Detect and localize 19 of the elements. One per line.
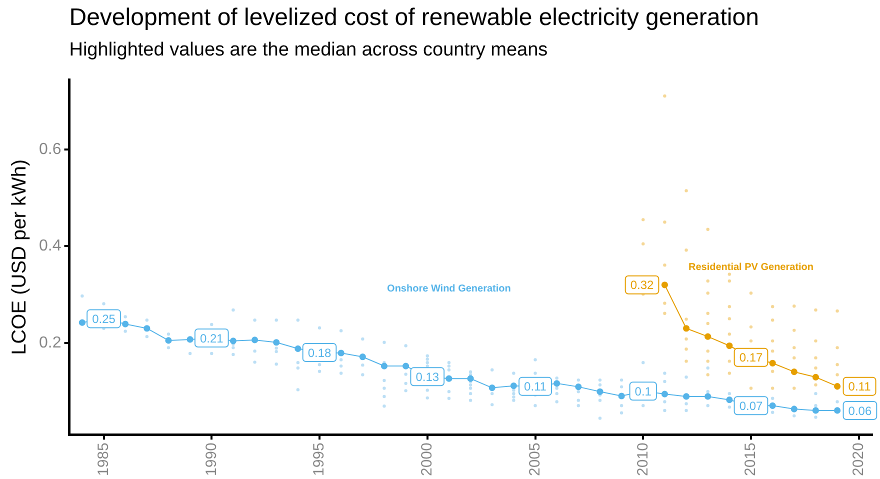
x-tick-label: 1995 (310, 442, 328, 476)
x-tick-label: 1990 (202, 442, 220, 476)
y-tick-label: 0.4 (38, 238, 62, 255)
data-label: 0.11 (848, 380, 872, 394)
text: Residential PV Generation (688, 262, 814, 274)
x-tick-label: 1985 (94, 442, 112, 476)
data-label: 0.06 (848, 404, 872, 418)
chart-subtitle: Highlighted values are the median across country means (69, 39, 548, 60)
y-tick-label: 0.2 (38, 334, 62, 352)
x-tick-label: 2020 (850, 442, 868, 476)
x-tick-label: 2000 (418, 442, 436, 476)
y-tick-label: 0.6 (38, 141, 62, 158)
data-label: 0.32 (630, 278, 654, 292)
y-axis-title: LCOE (USD per kWh) (8, 159, 31, 355)
text: Onshore Wind Generation (387, 283, 511, 294)
x-tick-label: 2005 (526, 442, 544, 476)
x-tick-label: 2015 (742, 442, 760, 476)
x-tick-label: 2010 (634, 442, 652, 476)
chart-title: Development of levelized cost of renewable electricity generation (69, 4, 759, 32)
